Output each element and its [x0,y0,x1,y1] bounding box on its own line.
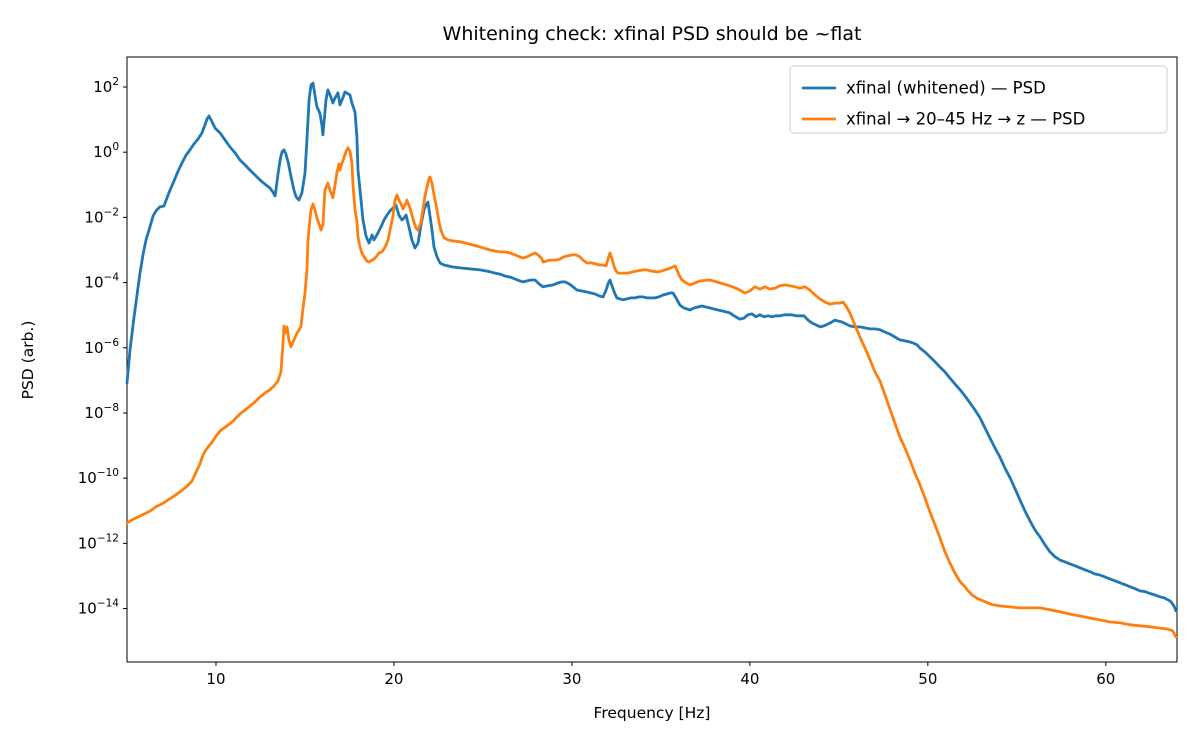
y-axis-ticks: 102 100 10−2 10−4 10−6 10−8 10−10 10−12 10−14 [78,76,127,618]
y-tick-label: 10−12 [78,532,119,552]
y-tick-label: 10−14 [78,598,120,618]
series-line-bandpassed [125,146,1178,639]
y-tick-label: 10−4 [84,272,119,292]
y-tick-label: 100 [93,141,119,161]
x-axis-label: Frequency [Hz] [594,704,711,722]
legend: xfinal (whitened) — PSD xfinal → 20–45 H… [789,65,1168,134]
plot-border [126,56,1178,663]
series-group [125,81,1178,639]
x-tick-label: 20 [384,670,403,688]
x-axis-ticks: 10 20 30 40 50 60 [206,662,1115,688]
y-axis-label: PSD (arb.) [19,321,37,400]
x-tick-label: 50 [918,670,937,688]
series-line-whitened [125,81,1178,613]
y-tick-label: 10−6 [84,337,119,357]
x-tick-label: 40 [740,670,759,688]
legend-box [789,65,1168,134]
legend-label-whitened: xfinal (whitened) — PSD [846,79,1046,98]
legend-label-bandpassed: xfinal → 20–45 Hz → z — PSD [846,110,1085,129]
y-tick-label: 10−10 [78,467,119,487]
y-tick-label: 102 [93,76,119,96]
chart-title: Whitening check: xfinal PSD should be ~f… [443,23,862,45]
y-tick-label: 10−2 [84,206,119,226]
x-tick-label: 60 [1096,670,1115,688]
y-tick-label: 10−8 [84,402,119,422]
x-tick-label: 10 [206,670,225,688]
x-tick-label: 30 [562,670,581,688]
